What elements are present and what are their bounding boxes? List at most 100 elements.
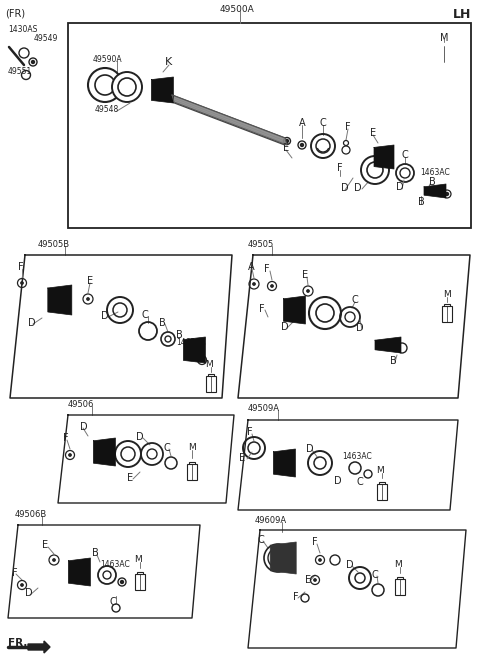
Bar [439, 46, 449, 62]
Circle shape [307, 289, 310, 293]
Text: M: M [188, 443, 196, 452]
Circle shape [118, 78, 136, 96]
Circle shape [86, 297, 89, 301]
Circle shape [271, 285, 274, 287]
Text: C: C [142, 310, 148, 320]
Bar [68, 23, 471, 228]
Circle shape [21, 583, 24, 587]
Text: C: C [320, 118, 326, 128]
Text: D: D [281, 322, 289, 332]
Polygon shape [172, 95, 287, 145]
Text: 1463AC: 1463AC [100, 560, 130, 569]
Polygon shape [270, 542, 296, 574]
Text: E: E [370, 128, 376, 138]
Text: F: F [293, 592, 299, 602]
Text: C: C [372, 570, 378, 580]
Polygon shape [374, 145, 394, 169]
Text: C: C [109, 597, 116, 607]
Bar [377, 484, 387, 500]
Text: B: B [390, 356, 396, 366]
Text: B: B [176, 330, 183, 340]
Text: C: C [258, 535, 265, 545]
Text: D: D [356, 323, 364, 333]
Text: D: D [80, 422, 88, 432]
Text: D: D [341, 183, 349, 193]
Polygon shape [375, 337, 401, 353]
Circle shape [313, 579, 316, 581]
Text: E: E [127, 473, 133, 483]
Text: D: D [346, 560, 354, 570]
Text: 49506B: 49506B [15, 510, 47, 519]
Bar [444, 304, 450, 308]
Bar [137, 572, 143, 576]
Text: F: F [345, 122, 351, 132]
Text: B: B [418, 197, 424, 207]
Text: C: C [352, 295, 359, 305]
Text: B: B [429, 177, 436, 187]
Text: 49505B: 49505B [38, 240, 70, 249]
Text: C: C [357, 477, 363, 487]
Text: F: F [312, 537, 318, 547]
Text: D: D [136, 432, 144, 442]
Text: F: F [259, 304, 265, 314]
Circle shape [286, 140, 288, 142]
Text: 1463AC: 1463AC [420, 168, 450, 177]
Text: F: F [247, 427, 253, 437]
Text: 49509A: 49509A [248, 404, 280, 413]
Text: E: E [87, 276, 93, 286]
Text: A: A [248, 262, 254, 272]
Polygon shape [274, 449, 295, 477]
Circle shape [32, 60, 35, 64]
Text: 49506: 49506 [68, 400, 95, 409]
Text: 1463AC: 1463AC [342, 452, 372, 461]
Circle shape [319, 559, 322, 561]
Circle shape [21, 281, 24, 285]
Text: B: B [158, 318, 166, 328]
Text: M: M [376, 466, 384, 475]
Text: 49500A: 49500A [220, 5, 255, 14]
Text: E: E [283, 143, 289, 153]
Text: LH: LH [453, 8, 471, 21]
Text: E: E [239, 453, 245, 463]
Bar [379, 482, 385, 486]
Circle shape [52, 559, 56, 561]
Text: D: D [25, 588, 33, 598]
Text: D: D [396, 182, 404, 192]
Text: F: F [264, 264, 270, 274]
Circle shape [88, 68, 122, 102]
Bar [187, 464, 197, 480]
Bar [206, 376, 216, 392]
Polygon shape [151, 77, 173, 103]
Text: E: E [302, 270, 308, 280]
Text: (FR): (FR) [5, 8, 25, 18]
Bar [441, 44, 447, 48]
Text: 49590A: 49590A [93, 55, 122, 64]
Text: M: M [440, 33, 448, 43]
Circle shape [252, 283, 255, 285]
Polygon shape [69, 558, 90, 586]
Text: 1463AC: 1463AC [176, 338, 206, 347]
Text: A: A [299, 118, 305, 128]
Text: E: E [42, 540, 48, 550]
Circle shape [361, 156, 389, 184]
Text: C: C [402, 150, 408, 160]
Text: M: M [394, 560, 402, 569]
Polygon shape [283, 296, 305, 324]
Text: 49609A: 49609A [255, 516, 287, 525]
Circle shape [300, 144, 303, 146]
Bar [189, 462, 195, 466]
Circle shape [112, 72, 142, 102]
Bar [208, 374, 214, 378]
Text: 1430AS: 1430AS [8, 25, 37, 34]
Text: 49551: 49551 [8, 67, 32, 76]
Polygon shape [183, 337, 205, 363]
Text: C: C [164, 443, 170, 453]
Bar [135, 574, 145, 590]
Text: D: D [354, 183, 362, 193]
Text: FR.: FR. [8, 638, 27, 648]
Text: 49549: 49549 [34, 34, 59, 43]
Text: F: F [18, 262, 24, 272]
Text: M: M [205, 360, 213, 369]
Circle shape [95, 75, 115, 95]
Text: F: F [337, 163, 343, 173]
